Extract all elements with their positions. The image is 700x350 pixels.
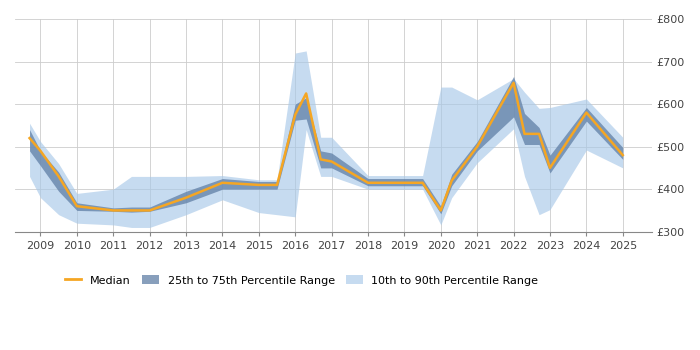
Legend: Median, 25th to 75th Percentile Range, 10th to 90th Percentile Range: Median, 25th to 75th Percentile Range, 1… (60, 271, 543, 290)
